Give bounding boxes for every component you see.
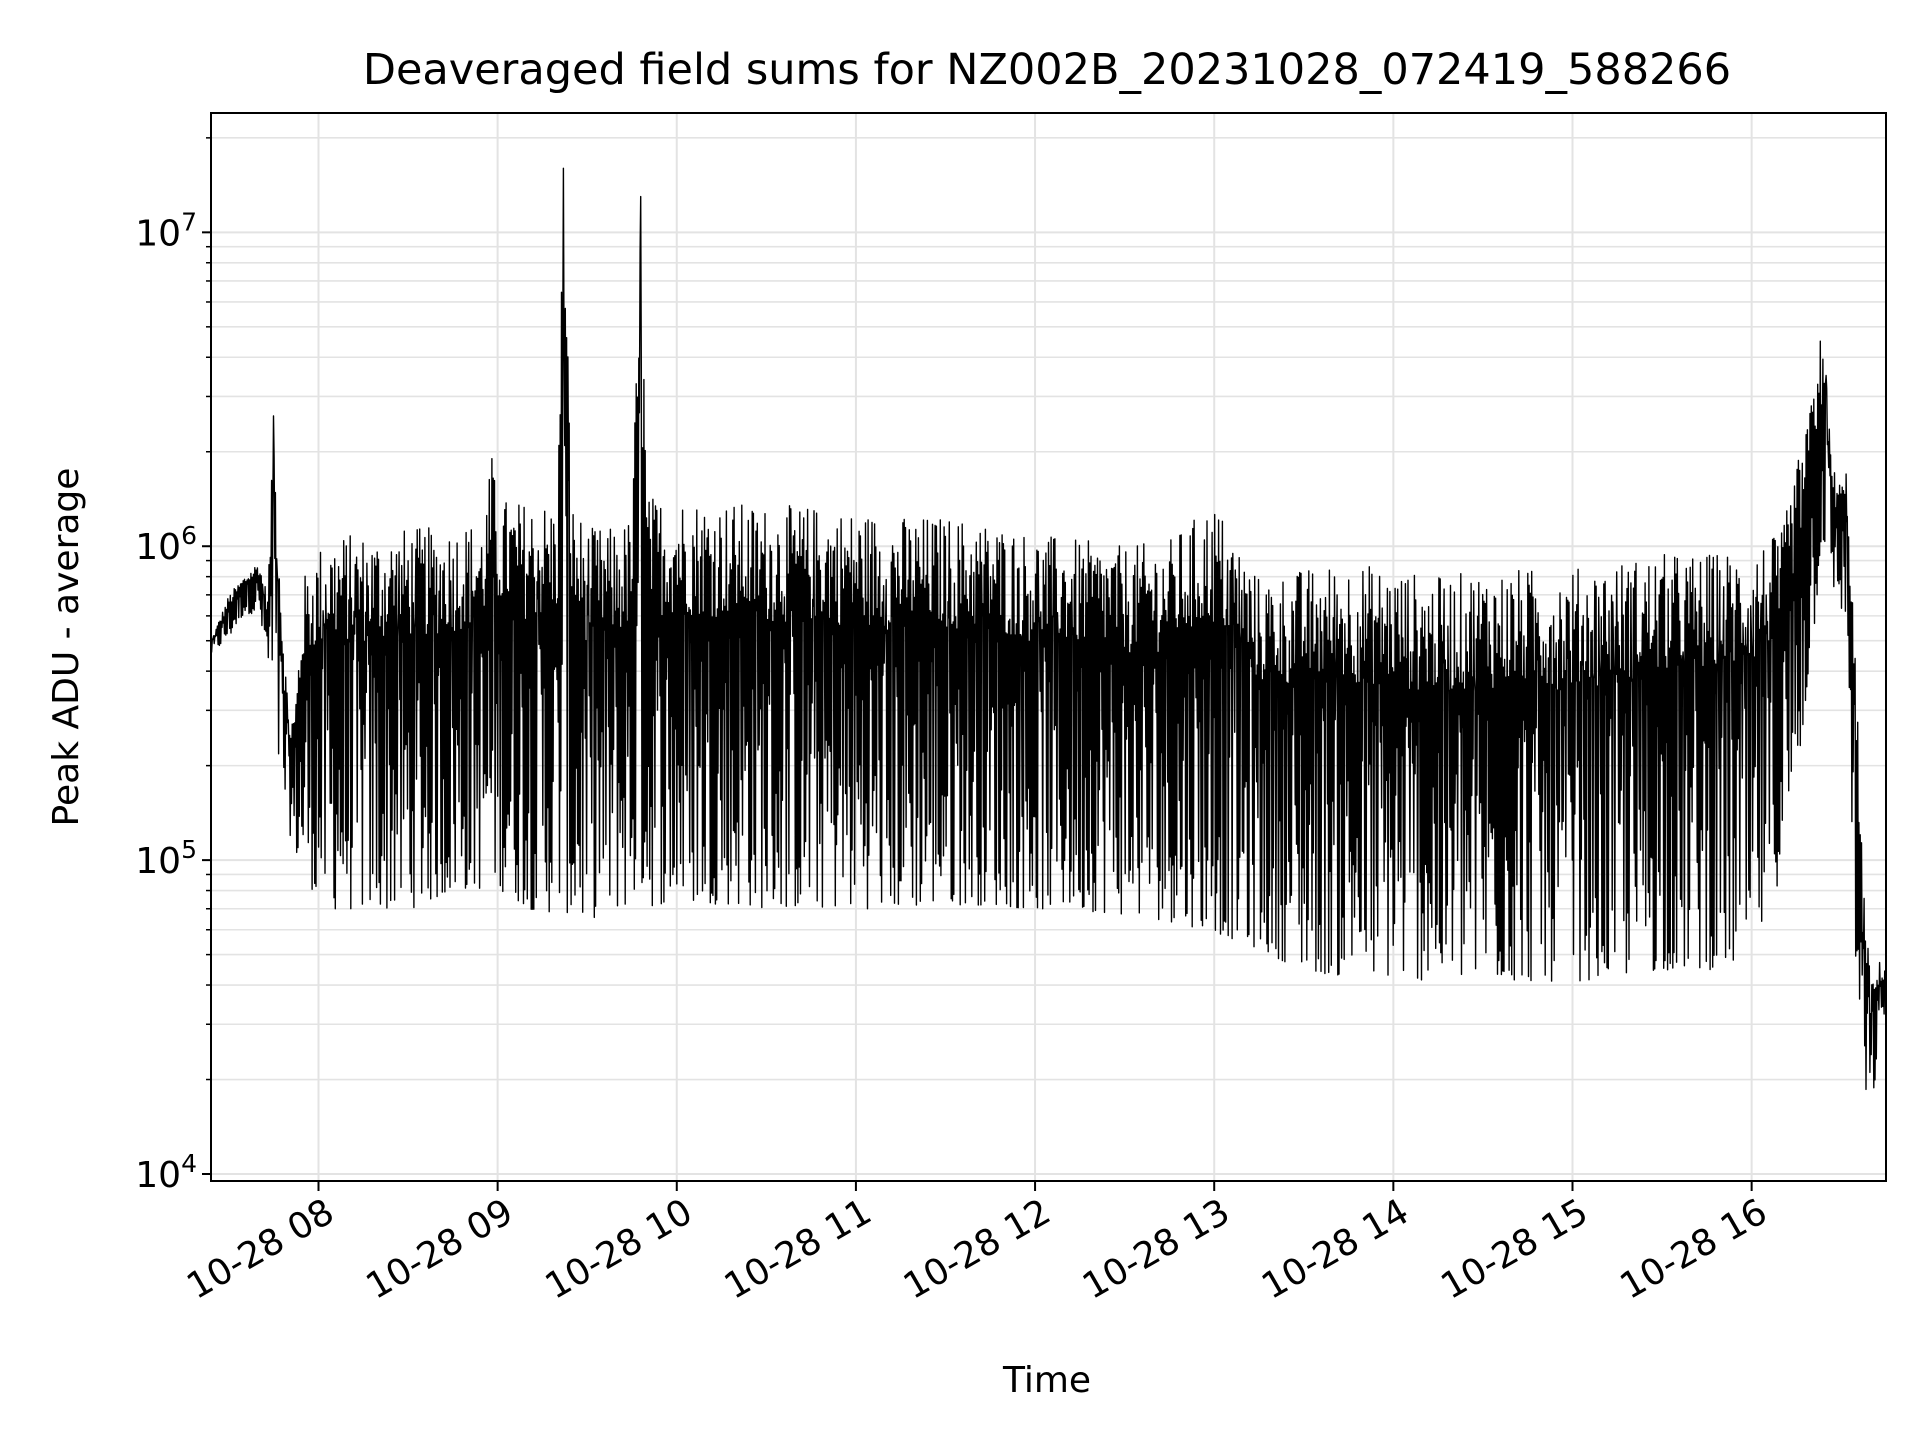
y-tick-label: 107 [135,207,197,254]
y-tick-exponent: 4 [181,1149,197,1178]
y-tick-base: 10 [135,213,181,254]
y-tick-exponent: 7 [181,207,197,236]
y-tick-label: 105 [135,835,197,882]
series-layer [211,167,1886,1091]
plot-frame [210,112,1887,1182]
x-axis-label: Time [1002,1360,1091,1401]
y-axis-label: Peak ADU - average [46,468,87,827]
y-tick-exponent: 5 [181,835,197,864]
y-tick-label: 106 [135,521,197,568]
y-tick-base: 10 [135,527,181,568]
y-tick-label: 104 [135,1149,197,1196]
y-tick-exponent: 6 [181,521,197,550]
y-tick-base: 10 [135,841,181,882]
series-line [211,167,1886,1091]
chart-title: Deaveraged field sums for NZ002B_2023102… [363,45,1731,95]
y-tick-base: 10 [135,1155,181,1196]
